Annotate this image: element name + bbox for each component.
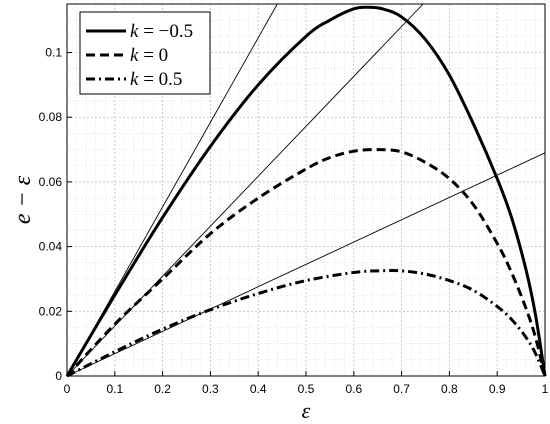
x-tick-label: 0 — [64, 382, 71, 396]
x-tick-label: 0.6 — [345, 382, 362, 396]
legend-entry-var: k — [130, 69, 139, 90]
ticks: 0 0.1 0.2 0.3 0.4 0.5 0.6 0.7 0.8 0.9 1 0 0.02 0.04 0.… — [39, 46, 549, 396]
y-tick-label: 0.06 — [39, 175, 63, 189]
x-tick-label: 0.5 — [298, 382, 315, 396]
reference-line — [66, 152, 546, 377]
y-tick-label: 0.04 — [39, 240, 63, 254]
grid — [67, 4, 545, 376]
y-tick-label: 0.02 — [39, 304, 63, 318]
x-tick-label: 0.9 — [489, 382, 506, 396]
x-tick-label: 0.4 — [250, 382, 267, 396]
legend: k = −0.5k = 0k = 0.5 — [79, 11, 211, 95]
x-axis-label: ε — [302, 398, 311, 423]
legend-entry-var: k — [130, 45, 139, 66]
y-axis-label: e − ε — [10, 175, 36, 224]
legend-entry-value: = 0 — [138, 45, 168, 66]
legend-box — [79, 11, 211, 95]
y-tick-label: 0.1 — [45, 46, 62, 60]
y-tick-label: 0 — [55, 369, 62, 383]
legend-entry-var: k — [130, 21, 139, 42]
x-tick-label: 0.7 — [393, 382, 410, 396]
x-tick-label: 0.3 — [202, 382, 219, 396]
series-group — [65, 5, 547, 378]
legend-entry-value: = 0.5 — [138, 69, 182, 90]
x-tick-label: 0.1 — [106, 382, 123, 396]
x-tick-label: 1 — [542, 382, 549, 396]
y-tick-label: 0.08 — [39, 110, 63, 124]
legend-entry: k = 0.5 — [130, 69, 182, 90]
legend-entry-value: = −0.5 — [138, 21, 193, 42]
x-tick-label: 0.8 — [441, 382, 458, 396]
series-line — [65, 5, 547, 377]
series-line — [65, 148, 547, 378]
legend-entry: k = −0.5 — [130, 21, 193, 42]
x-tick-label: 0.2 — [154, 382, 171, 396]
legend-entry: k = 0 — [130, 45, 168, 66]
